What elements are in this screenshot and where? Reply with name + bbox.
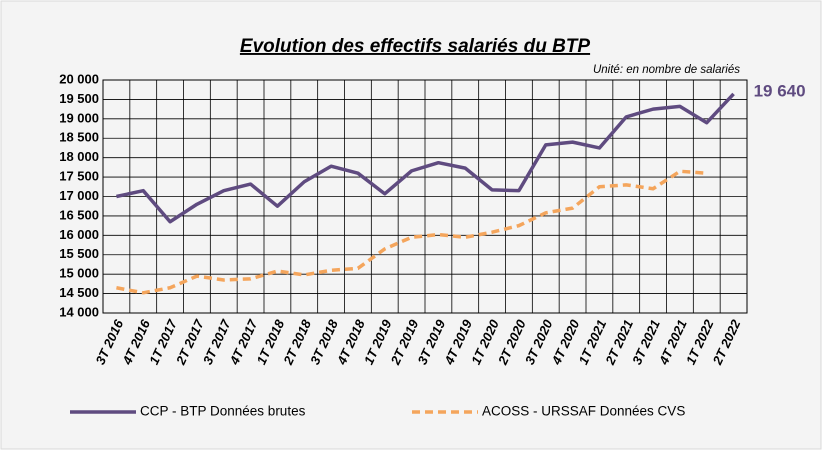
y-tick-label: 14 000 [59,304,99,319]
line-series [116,92,735,224]
y-tick-label: 16 000 [59,227,99,242]
y-tick-label: 18 000 [59,149,99,164]
y-tick-label: 17 500 [59,169,99,184]
y-tick-label: 15 000 [59,266,99,281]
y-tick-label: 16 500 [59,207,99,222]
legend-label: CCP - BTP Données brutes [140,404,306,419]
y-tick-label: 15 500 [59,246,99,261]
y-tick-label: 17 000 [59,188,99,203]
subtitle: Unité: en nombre de salariés [593,64,740,76]
y-tick-label: 14 500 [59,285,99,300]
y-tick-label: 20 000 [59,71,99,86]
y-tick-label: 19 500 [59,91,99,106]
chart-title: Evolution des effectifs salariés du BTP [240,36,591,57]
legend-label: ACOSS - URSSAF Données CVS [482,404,685,419]
y-tick-label: 18 500 [59,130,99,145]
y-tick-label: 19 000 [59,110,99,125]
data-label: 19 640 [754,81,806,100]
